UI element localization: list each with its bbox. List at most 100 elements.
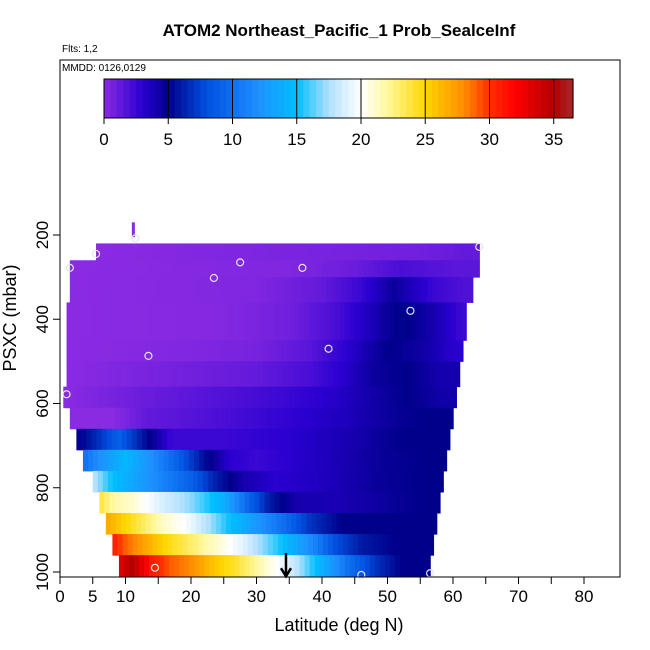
heatmap-cell: [144, 491, 151, 514]
y-tick-label: 200: [33, 221, 52, 249]
heatmap-cell: [262, 243, 269, 261]
heatmap-cell: [239, 491, 246, 514]
colorbar-cell: [476, 79, 484, 118]
heatmap-cell: [251, 277, 257, 303]
heatmap-cell: [214, 555, 221, 577]
heatmap-cell: [305, 386, 311, 409]
heatmap-cell: [212, 361, 219, 388]
heatmap-cell: [365, 449, 372, 472]
heatmap-cell: [368, 260, 374, 278]
heatmap-cell: [264, 386, 271, 409]
heatmap-cell: [380, 449, 387, 472]
heatmap-cell: [444, 361, 451, 388]
y-axis-label: PSXC (mbar): [0, 264, 20, 371]
flight-point: [406, 306, 415, 315]
heatmap-cell: [139, 491, 146, 514]
heatmap-cell: [278, 428, 284, 451]
heatmap-cell: [269, 491, 276, 514]
heatmap-cell: [247, 428, 254, 451]
heatmap-cell: [153, 386, 160, 409]
heatmap-cell: [437, 277, 444, 303]
heatmap-cell: [274, 491, 281, 514]
heatmap-cell: [426, 513, 433, 535]
heatmap-cell: [96, 361, 103, 388]
heatmap-cell: [394, 361, 400, 388]
heatmap-cell: [252, 340, 258, 362]
heatmap-cell: [348, 243, 354, 261]
heatmap-cell: [103, 386, 110, 409]
heatmap-cell: [355, 386, 362, 409]
heatmap-cell: [242, 340, 248, 362]
x-tick-label: 40: [313, 587, 332, 606]
colorbar-cell: [399, 79, 407, 118]
heatmap-cell: [402, 277, 408, 303]
heatmap-cell: [140, 260, 147, 278]
heatmap-cell: [105, 260, 111, 278]
heatmap-cell: [277, 340, 283, 362]
heatmap-cell: [416, 513, 423, 535]
heatmap-cell: [422, 277, 429, 303]
colorbar-cell: [104, 79, 112, 118]
heatmap-cell: [448, 243, 455, 261]
heatmap-cell: [157, 470, 164, 493]
heatmap-cell: [222, 340, 228, 362]
heatmap-cell: [127, 302, 133, 341]
heatmap-cell: [172, 428, 178, 451]
heatmap-cell: [249, 449, 256, 472]
heatmap-cell: [98, 449, 104, 472]
heatmap-cell: [103, 449, 109, 472]
heatmap-cell: [424, 361, 431, 388]
heatmap-cell: [443, 243, 450, 261]
heatmap-cell: [297, 470, 304, 493]
heatmap-cell: [110, 260, 117, 278]
heatmap-cell: [202, 361, 209, 388]
heatmap-cell: [348, 470, 354, 493]
heatmap-cell: [386, 513, 393, 535]
heatmap-cell: [129, 491, 136, 514]
heatmap-cell: [222, 361, 229, 388]
colorbar-cell: [303, 79, 311, 118]
heatmap-cell: [428, 470, 434, 493]
heatmap-cell: [341, 513, 348, 535]
heatmap-cell: [241, 513, 247, 535]
heatmap-cell: [200, 277, 207, 303]
heatmap-cell: [424, 491, 431, 514]
heatmap-cell: [407, 407, 414, 430]
heatmap-cell: [186, 243, 193, 261]
heatmap-cell: [114, 491, 121, 514]
heatmap-cell: [308, 470, 314, 493]
heatmap-cell: [137, 534, 144, 556]
heatmap-cell: [201, 340, 208, 362]
heatmap-cell: [194, 555, 200, 577]
heatmap-cell: [323, 534, 329, 556]
colorbar-cell: [168, 79, 176, 118]
heatmap-cell: [268, 302, 275, 341]
heatmap-cell: [218, 302, 225, 341]
heatmap-cell: [384, 555, 391, 577]
heatmap-cell: [389, 555, 396, 577]
heatmap-cell: [271, 277, 277, 303]
heatmap-cell: [256, 407, 263, 430]
colorbar-cell: [534, 79, 542, 118]
heatmap-cell: [321, 407, 328, 430]
heatmap-cell: [292, 340, 298, 362]
heatmap-cell: [390, 386, 397, 409]
heatmap-cell: [435, 302, 442, 341]
heatmap-cell: [166, 340, 173, 362]
heatmap-cell: [111, 340, 118, 362]
heatmap-cell: [442, 407, 449, 430]
heatmap-cell: [237, 243, 243, 261]
heatmap-cell: [405, 302, 412, 341]
heatmap-cell: [353, 361, 360, 388]
colorbar-cell: [328, 79, 336, 118]
heatmap-cell: [379, 555, 386, 577]
heatmap-cell: [448, 260, 455, 278]
heatmap-cell: [135, 407, 142, 430]
heatmap-cell: [324, 302, 331, 341]
heatmap-cell: [375, 302, 381, 341]
heatmap-cell: [266, 513, 272, 535]
heatmap-cell: [413, 260, 420, 278]
heatmap-cell: [464, 243, 470, 261]
heatmap-cell: [140, 407, 147, 430]
heatmap-cell: [304, 555, 311, 577]
